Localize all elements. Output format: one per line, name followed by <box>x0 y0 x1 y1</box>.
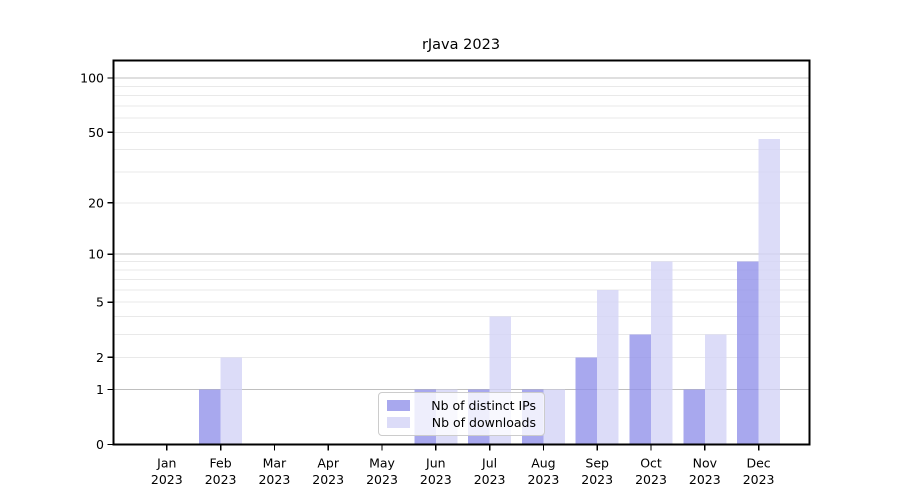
x-tick-label-sep: Sep 2023 <box>581 456 613 488</box>
bar-downloads-nov <box>704 334 727 445</box>
y-tick-label: 5 <box>96 295 104 310</box>
x-tick-label-aug: Aug 2023 <box>527 456 559 488</box>
y-tick-label: 100 <box>80 71 104 86</box>
bar-downloads-oct <box>651 261 673 445</box>
bar-downloads-dec <box>758 138 781 445</box>
y-tick-label: 10 <box>88 247 104 262</box>
x-tick-label-jul: Jul 2023 <box>474 456 506 488</box>
x-tick-label-nov: Nov 2023 <box>689 456 721 488</box>
x-tick-label-jun: Jun 2023 <box>420 456 452 488</box>
y-tick-label: 1 <box>96 382 104 397</box>
bar-downloads-aug <box>543 389 565 445</box>
x-tick-label-may: May 2023 <box>366 456 398 488</box>
plot-border <box>112 59 811 446</box>
y-tick-label: 2 <box>96 350 104 365</box>
legend-label-distinct-ips: Nb of distinct IPs <box>431 398 536 413</box>
legend-item-downloads: Nb of downloads <box>387 415 536 430</box>
x-tick-label-oct: Oct 2023 <box>635 456 667 488</box>
y-tick-label: 0 <box>96 437 104 452</box>
bar-distinct-ips-sep <box>575 357 598 445</box>
bar-distinct-ips-nov <box>683 389 705 445</box>
x-tick-label-jan: Jan 2023 <box>151 456 183 488</box>
x-tick-label-apr: Apr 2023 <box>312 456 344 488</box>
bar-downloads-feb <box>220 357 243 445</box>
x-tick-label-feb: Feb 2023 <box>205 456 237 488</box>
legend-swatch-downloads <box>387 417 410 428</box>
bar-downloads-sep <box>597 289 619 445</box>
y-tick-label: 50 <box>88 125 104 140</box>
y-tick-label: 20 <box>88 195 104 210</box>
bar-distinct-ips-dec <box>737 261 759 445</box>
legend-swatch-distinct-ips <box>387 400 410 411</box>
gridlines <box>113 77 810 390</box>
y-axis: 0 1 2 5 10 20 50 100 <box>80 71 114 452</box>
chart-title: rJava 2023 <box>421 37 501 53</box>
legend: Nb of distinct IPs Nb of downloads <box>378 392 545 436</box>
legend-label-downloads: Nb of downloads <box>431 415 536 430</box>
bar-distinct-ips-feb <box>199 389 221 445</box>
bar-distinct-ips-oct <box>629 334 651 445</box>
x-tick-label-mar: Mar 2023 <box>258 456 290 488</box>
legend-item-distinct-ips: Nb of distinct IPs <box>387 398 536 413</box>
x-tick-label-dec: Dec 2023 <box>743 456 775 488</box>
x-axis: Jan 2023 Feb 2023 Mar 2023 Apr 2023 May 2023 Jun 20… <box>151 444 775 488</box>
